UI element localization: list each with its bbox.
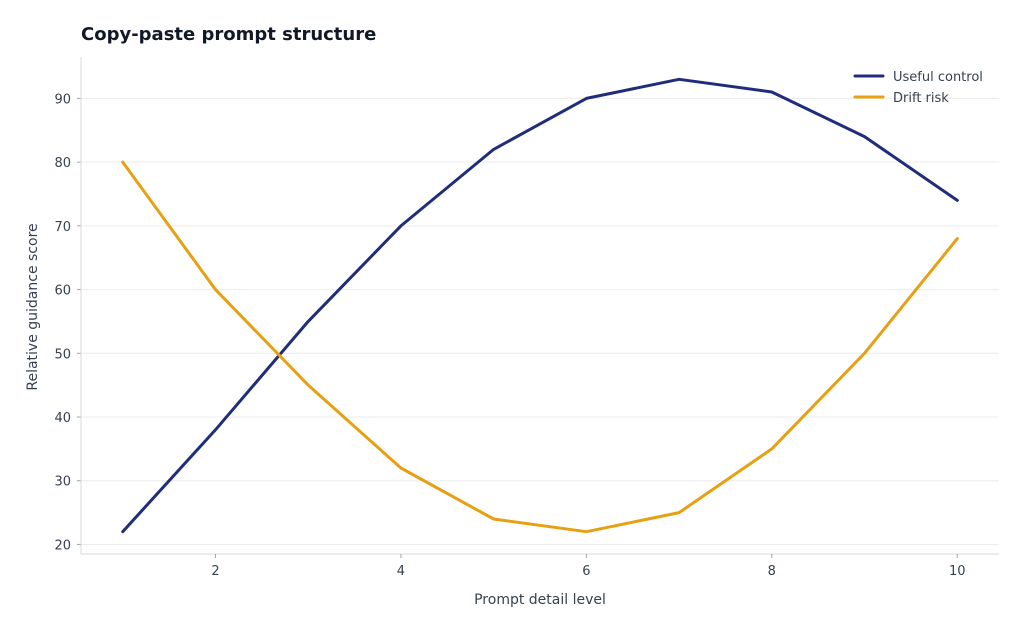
- grid-lines: [81, 97, 999, 545]
- y-tick-label: 50: [54, 347, 71, 362]
- y-tick-label: 90: [54, 92, 71, 107]
- x-tick-label: 4: [397, 564, 405, 579]
- x-tick-label: 8: [768, 564, 776, 579]
- tick-labels: 20 30 40 50 60 70 80 90 2 4 6 8 10: [54, 92, 965, 579]
- y-tick-label: 80: [54, 156, 71, 171]
- x-tick-label: 2: [211, 564, 219, 579]
- series-lines: [121, 77, 959, 534]
- legend: Useful control Drift risk: [853, 70, 983, 106]
- y-tick-label: 30: [54, 475, 71, 490]
- x-axis-label: Prompt detail level: [474, 592, 606, 608]
- series-line-drift-risk: [121, 160, 959, 534]
- y-tick-label: 60: [54, 284, 71, 299]
- x-tick-label: 10: [949, 564, 966, 579]
- y-axis-label: Relative guidance score: [25, 223, 41, 390]
- y-tick-label: 40: [54, 411, 71, 426]
- axes: [77, 57, 999, 558]
- y-tick-label: 70: [54, 220, 71, 235]
- y-tick-label: 20: [54, 538, 71, 553]
- x-tick-label: 6: [582, 564, 590, 579]
- series-line-useful-control: [121, 77, 959, 534]
- chart-title: Copy-paste prompt structure: [81, 24, 376, 45]
- legend-label-useful-control: Useful control: [893, 70, 983, 85]
- legend-label-drift-risk: Drift risk: [893, 91, 949, 106]
